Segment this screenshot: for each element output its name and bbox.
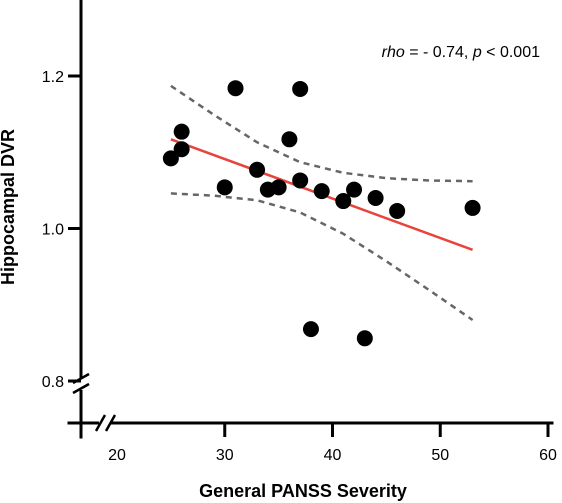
x-axis-title: General PANSS Severity — [199, 481, 407, 501]
data-point — [464, 199, 481, 216]
data-point — [270, 179, 287, 196]
confidence-band-upper — [170, 84, 473, 183]
y-tick-label: 1.0 — [42, 222, 64, 239]
x-break-slash — [104, 414, 117, 432]
data-point — [173, 123, 190, 140]
data-point — [302, 321, 319, 338]
data-point — [292, 80, 309, 97]
data-points — [162, 80, 481, 347]
data-point — [389, 202, 406, 219]
confidence-band — [170, 84, 474, 322]
rho-value: = - 0.74, — [405, 44, 473, 61]
data-point — [313, 183, 330, 200]
y-break-slash — [72, 382, 90, 395]
axes — [67, 0, 554, 439]
data-point — [367, 190, 384, 206]
data-point — [346, 181, 363, 198]
data-point — [249, 161, 266, 178]
p-symbol: p — [472, 44, 482, 61]
y-axis-title: Hippocampal DVR — [0, 129, 18, 285]
data-point — [281, 131, 298, 148]
correlation-annotation: rho = - 0.74, p < 0.001 — [382, 44, 540, 61]
x-ticks: 20 30 40 50 60 — [79, 423, 557, 464]
data-point — [227, 80, 244, 97]
confidence-band-lower — [170, 192, 474, 322]
x-tick-label: 60 — [539, 447, 557, 464]
x-break-slash — [94, 414, 107, 432]
data-point — [216, 179, 233, 196]
rho-symbol: rho — [382, 44, 405, 61]
x-tick-label: 20 — [108, 447, 126, 464]
y-ticks: 0.8 1.0 1.2 — [42, 69, 81, 391]
x-tick-label: 30 — [216, 447, 234, 464]
data-point — [173, 141, 190, 158]
data-point — [335, 193, 352, 210]
y-tick-label: 1.2 — [42, 69, 64, 86]
x-tick-label: 40 — [324, 447, 342, 464]
x-tick-label: 50 — [431, 447, 449, 464]
p-value: < 0.001 — [482, 44, 540, 61]
y-tick-label: 0.8 — [42, 374, 64, 391]
data-point — [162, 150, 179, 167]
data-point — [292, 172, 309, 189]
x-axis-break — [94, 414, 117, 432]
data-point — [356, 330, 373, 347]
